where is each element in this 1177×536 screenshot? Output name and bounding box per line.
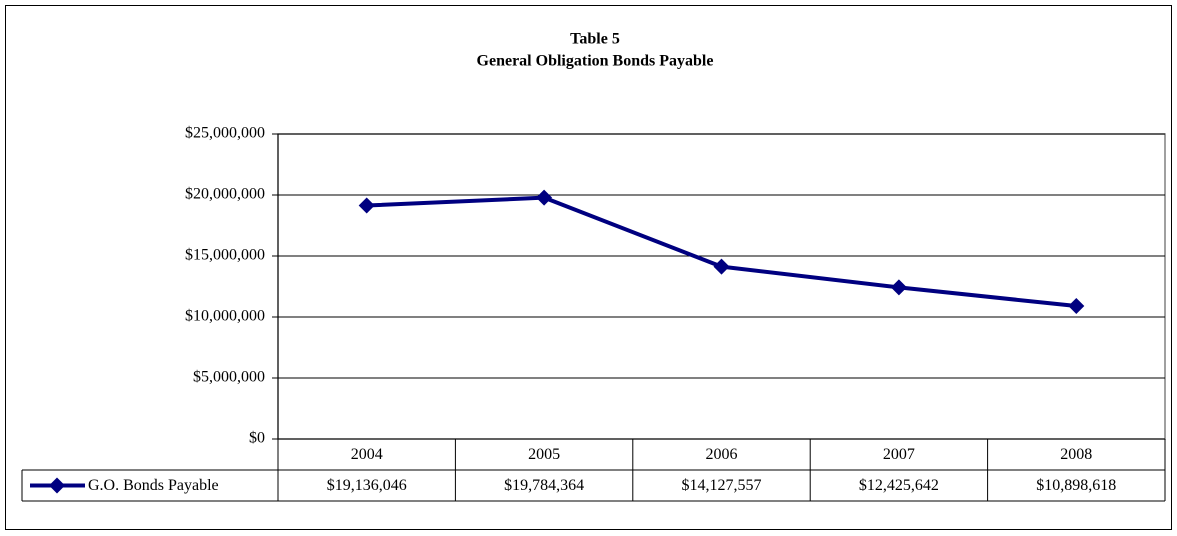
legend-marker xyxy=(49,477,65,494)
marker xyxy=(1068,298,1085,315)
data-table-value: $12,425,642 xyxy=(859,477,939,494)
data-table-value: $14,127,557 xyxy=(682,477,762,494)
y-tick-label: $15,000,000 xyxy=(185,247,265,264)
legend-label: G.O. Bonds Payable xyxy=(88,477,219,494)
y-tick-label: $5,000,000 xyxy=(193,369,265,386)
x-tick-label: 2004 xyxy=(351,446,383,463)
y-tick-label: $0 xyxy=(249,430,265,447)
data-table-value: $19,136,046 xyxy=(327,477,407,494)
marker xyxy=(358,197,375,214)
chart-title: Table 5 xyxy=(570,31,620,48)
marker xyxy=(890,279,907,296)
x-tick-label: 2008 xyxy=(1060,446,1092,463)
data-table-value: $10,898,618 xyxy=(1036,477,1116,494)
y-tick-label: $25,000,000 xyxy=(185,125,265,142)
x-tick-label: 2006 xyxy=(706,446,738,463)
chart-subtitle: General Obligation Bonds Payable xyxy=(477,53,714,70)
x-tick-label: 2007 xyxy=(883,446,915,463)
y-tick-label: $10,000,000 xyxy=(185,308,265,325)
x-tick-label: 2005 xyxy=(528,446,560,463)
y-tick-label: $20,000,000 xyxy=(185,186,265,203)
marker xyxy=(536,189,553,206)
chart-frame xyxy=(5,5,1172,530)
marker xyxy=(713,258,730,275)
data-table-value: $19,784,364 xyxy=(504,477,584,494)
